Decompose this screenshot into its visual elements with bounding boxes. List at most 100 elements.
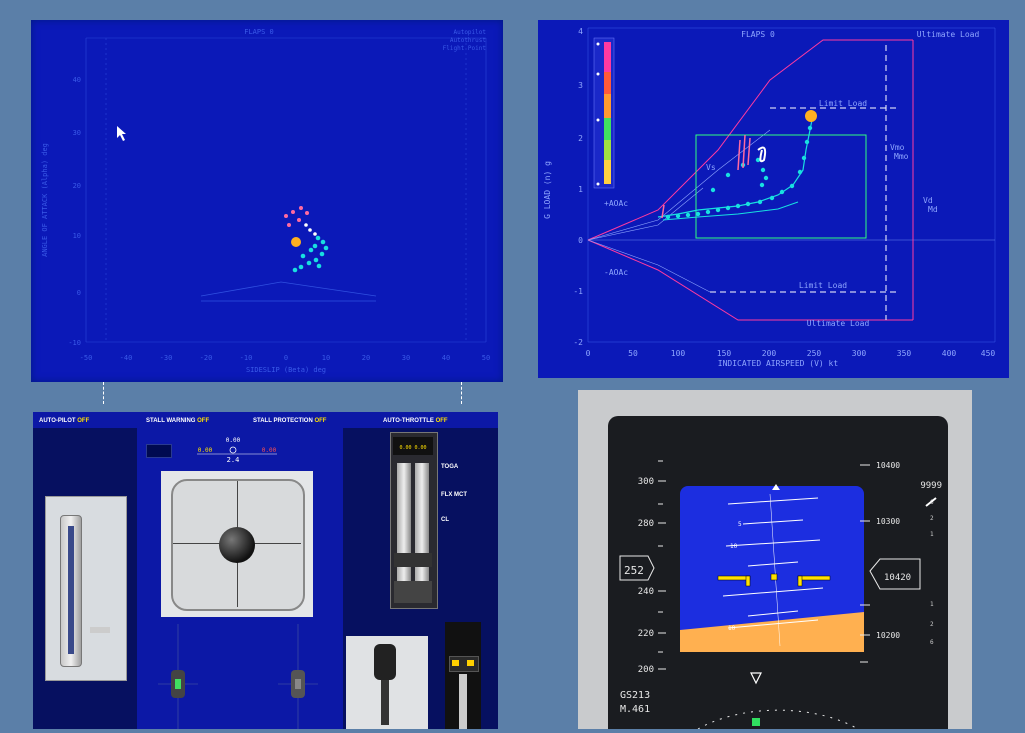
- aoa-plot-canvas: FLAPS 0 Autopilot Autothrust Flight Poin…: [41, 28, 490, 374]
- aoa-xtick: -30: [160, 354, 173, 362]
- mach-number: M.461: [620, 704, 650, 715]
- aoa-xtick: -40: [120, 354, 133, 362]
- stick-left-value: 0.00: [198, 447, 213, 454]
- stick-bottom-value: 2.4: [227, 456, 240, 464]
- stall-curve-bottom: [587, 239, 711, 293]
- aoa-ytick: 40: [73, 76, 81, 84]
- throttle-lever-left[interactable]: [397, 463, 411, 603]
- speed-tick: 300: [638, 477, 654, 487]
- load-xtick: 300: [852, 349, 867, 358]
- stall-warning-label: STALL WARNING: [146, 418, 196, 424]
- load-xtick: 50: [628, 349, 638, 358]
- alt-tick: 10400: [876, 461, 900, 470]
- ultimate-load-bottom-label: Ultimate Load: [807, 319, 870, 328]
- autopilot-state[interactable]: OFF: [77, 418, 90, 424]
- pfd-screen: 300 280 240 220 200 2 5 2: [608, 416, 948, 730]
- sidestick-knob[interactable]: [219, 527, 255, 563]
- load-xtick: 250: [807, 349, 822, 358]
- lower-lever-left[interactable]: [374, 644, 396, 680]
- aoa-plot-title: FLAPS 0: [244, 28, 274, 36]
- svg-text:2: 2: [930, 621, 934, 628]
- aoa-xtick: 10: [322, 354, 330, 362]
- autopilot-header: AUTO-PILOT OFF: [39, 418, 89, 424]
- svg-text:2: 2: [930, 515, 934, 522]
- load-y-label: G LOAD (n) g: [543, 161, 552, 219]
- control-panel: AUTO-PILOT OFF STALL WARNING OFF STALL P…: [33, 412, 498, 729]
- autopilot-slider[interactable]: [60, 515, 82, 667]
- stall-protection-label: STALL PROTECTION: [253, 418, 313, 424]
- detent-toga: TOGA: [441, 464, 459, 470]
- connector-left: [103, 382, 104, 404]
- aoa-xtick: 0: [284, 354, 288, 362]
- load-xtick: 0: [586, 349, 591, 358]
- detent-cl: CL: [441, 517, 449, 523]
- load-x-ticks: 0 50 100 150 200 250 300 350 400 450: [586, 349, 996, 358]
- aoa-xtick: 30: [402, 354, 410, 362]
- load-ytick: -2: [573, 338, 583, 347]
- connector-right: [461, 382, 462, 404]
- load-xtick: 100: [671, 349, 686, 358]
- aoa-x-label: SIDESLIP (Beta) deg: [246, 366, 326, 374]
- aoa-legend-autopilot: Autopilot: [453, 29, 486, 36]
- aoa-y-label: ANGLE OF ATTACK (Alpha) deg: [41, 143, 49, 257]
- svg-text:6: 6: [930, 639, 934, 646]
- altitude-tape-marks: [860, 464, 870, 663]
- limit-load-top-label: Limit Load: [819, 99, 867, 108]
- stall-curve-top: [587, 129, 771, 241]
- aoa-xtick: 20: [362, 354, 370, 362]
- stall-curve-top-2: [587, 187, 704, 241]
- speed-tape: 300 280 240 220 200: [638, 477, 654, 675]
- autothrottle-state[interactable]: OFF: [435, 418, 448, 424]
- md-label: Md: [928, 205, 938, 214]
- speed-tick: 200: [638, 665, 654, 675]
- load-ytick: 1: [578, 185, 583, 194]
- speed-tape-marks: [658, 460, 666, 670]
- flight-trace-line-2: [662, 201, 799, 221]
- aoa-y-ticks: -10 0 10 20 30 40: [68, 76, 81, 347]
- stall-warning-state[interactable]: OFF: [197, 418, 210, 424]
- pfd-frame: 300 280 240 220 200 2 5 2: [578, 390, 972, 730]
- ultimate-load-bottom-line: [587, 239, 913, 321]
- aoa-current-point: [291, 237, 301, 247]
- stall-protection-state[interactable]: OFF: [314, 418, 327, 424]
- load-plot-title: FLAPS 0: [741, 30, 775, 39]
- normal-envelope-box: [695, 134, 867, 239]
- svg-text:6: 6: [930, 499, 934, 506]
- lower-lever-right[interactable]: [445, 622, 481, 729]
- vs-top-value: 9999: [920, 481, 942, 491]
- vmo-label: Vmo: [890, 143, 905, 152]
- load-plot-canvas: 0 50 100 150 200 250 300 350 400 450 -2 …: [543, 27, 996, 368]
- load-xtick: 450: [981, 349, 996, 358]
- autopilot-slider-box: [45, 496, 127, 681]
- autothrottle-label: AUTO-THROTTLE: [383, 418, 434, 424]
- flight-trace-line: [657, 114, 814, 218]
- stall-warning-header: STALL WARNING OFF: [146, 418, 209, 424]
- vd-label: Vd: [923, 196, 933, 205]
- aoa-pos-label: +AOAc: [604, 199, 628, 208]
- load-current-point: [805, 110, 817, 122]
- thrust-readout: 0.00 0.00: [399, 445, 427, 451]
- throttle-quadrant: 0.00 0.00: [390, 432, 438, 609]
- aoa-sideslip-plot: FLAPS 0 Autopilot Autothrust Flight Poin…: [31, 20, 503, 382]
- altitude-box-value: 10420: [884, 573, 911, 583]
- throttle-lever-right[interactable]: [415, 463, 429, 603]
- aoa-xtick: 50: [482, 354, 490, 362]
- rudder-indicators: [158, 624, 318, 729]
- pitch-label: 5: [738, 521, 742, 528]
- autopilot-label: AUTO-PILOT: [39, 418, 76, 424]
- stall-warning-indicator: [146, 444, 172, 458]
- limit-load-bottom-label: Limit Load: [799, 281, 847, 290]
- flight-trace-white-loop: [757, 146, 767, 163]
- load-ytick: 0: [578, 236, 583, 245]
- load-ytick: -1: [573, 287, 583, 296]
- stick-top-value: 0.00: [226, 437, 241, 444]
- aoa-envelope-line: [200, 281, 377, 297]
- aoa-xtick: -20: [200, 354, 213, 362]
- lower-lever-box: [346, 636, 428, 729]
- pitch-label: 10: [728, 625, 736, 632]
- vs-label: Vs: [706, 163, 716, 172]
- vs-scale: 6 2 1 1 2 6: [930, 499, 934, 646]
- flight-trace-points: [665, 125, 813, 220]
- svg-text:1: 1: [930, 601, 934, 608]
- sidestick-pad[interactable]: [161, 471, 313, 617]
